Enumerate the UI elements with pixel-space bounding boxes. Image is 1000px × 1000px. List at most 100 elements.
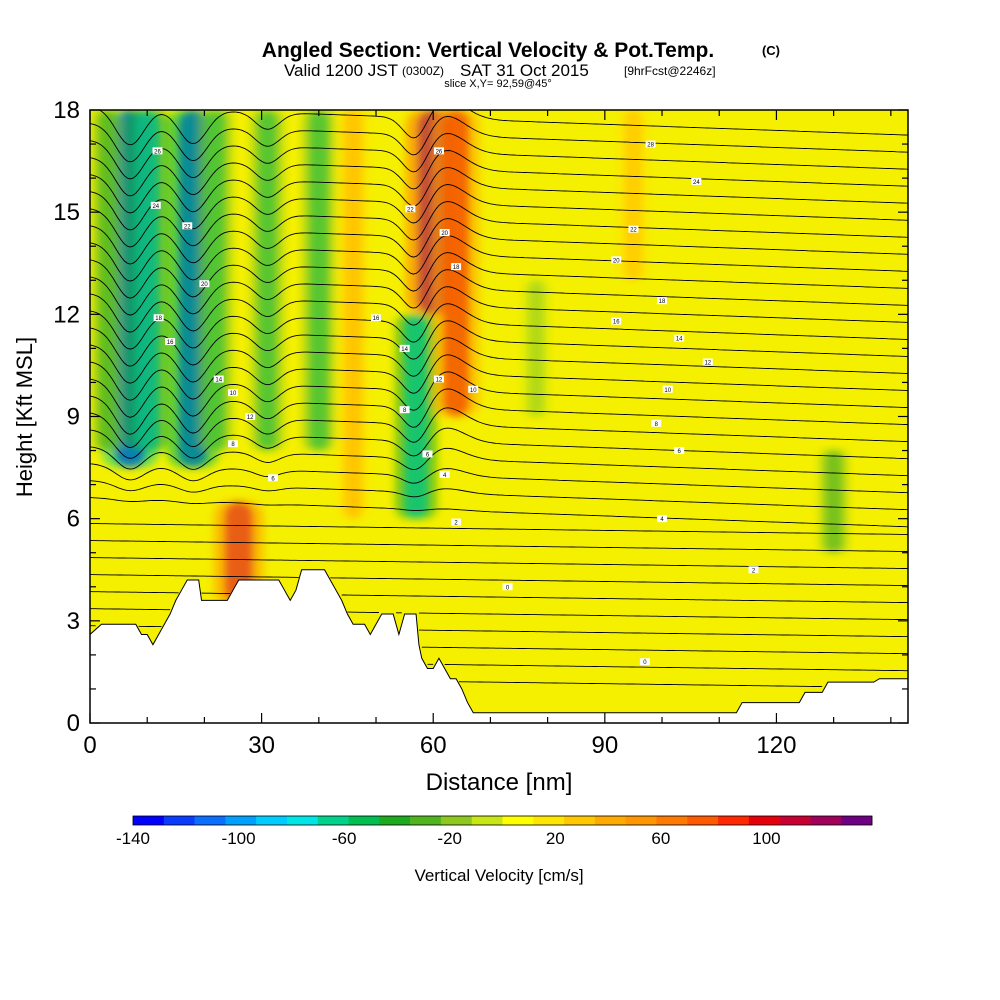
theta-contour [90, 427, 908, 460]
chart-subtitle: Valid 1200 JST (0300Z) SAT 31 Oct 2015 [… [284, 61, 716, 80]
contour-label: 10 [468, 385, 479, 394]
contour-label: 16 [165, 338, 176, 346]
x-tick-label: 60 [420, 732, 447, 759]
colorbar-label: Vertical Velocity [cm/s] [414, 866, 583, 885]
colorbar-swatch [810, 816, 842, 825]
contour-label: 20 [439, 229, 450, 237]
colorbar-swatch [163, 816, 195, 825]
svg-text:10: 10 [470, 388, 477, 394]
colorbar-swatch [286, 816, 319, 825]
contour-label: 14 [399, 344, 410, 353]
theta-contour [90, 625, 908, 638]
theta-contour [90, 446, 908, 477]
svg-text:22: 22 [630, 228, 637, 234]
subtitle-date: SAT 31 Oct 2015 [460, 61, 589, 80]
velocity-cell-halo [617, 110, 650, 281]
svg-text:10: 10 [664, 388, 671, 394]
colorbar-swatch [410, 816, 442, 825]
colorbar-swatch [502, 816, 534, 825]
contour-label: 10 [228, 389, 239, 397]
x-tick-label: 90 [591, 732, 618, 759]
theta-contour [90, 540, 908, 552]
colorbar-frame [132, 815, 873, 826]
svg-text:2: 2 [752, 568, 756, 574]
theta-contour [427, 663, 908, 672]
x-tick-label: 120 [756, 732, 796, 759]
svg-text:8: 8 [655, 422, 659, 428]
colorbar-swatch [348, 816, 380, 825]
svg-text:4: 4 [443, 473, 447, 479]
velocity-cell-halo [250, 110, 285, 451]
svg-text:28: 28 [647, 143, 654, 149]
theta-contour [458, 681, 823, 688]
colorbar-tick-label: -60 [332, 829, 357, 848]
y-tick-label: 12 [53, 301, 80, 328]
theta-contour [90, 167, 908, 214]
svg-text:12: 12 [704, 361, 711, 367]
y-tick-label: 15 [53, 199, 80, 226]
contour-label: 20 [199, 280, 210, 288]
svg-text:24: 24 [152, 204, 159, 210]
theta-contour [90, 523, 908, 535]
svg-text:14: 14 [676, 337, 683, 343]
colorbar-swatch [779, 816, 811, 825]
svg-text:18: 18 [453, 265, 460, 271]
theta-contour [90, 497, 908, 528]
contour-label: 2 [451, 518, 462, 527]
velocity-cell-halo [213, 501, 264, 604]
x-tick-label: 30 [248, 732, 275, 759]
colorbar-swatch [564, 816, 596, 825]
theta-contour [90, 133, 908, 180]
svg-text:24: 24 [693, 180, 700, 186]
colorbar-swatch [533, 816, 565, 825]
colorbar-tick-label: -140 [116, 829, 150, 848]
svg-text:14: 14 [215, 378, 222, 384]
theta-contour [90, 463, 908, 494]
velocity-cell-halo [335, 110, 371, 519]
colorbar-swatch [225, 816, 257, 825]
svg-text:0: 0 [506, 585, 510, 591]
theta-contour [90, 303, 908, 350]
theta-contour [90, 337, 908, 384]
contour-label: 22 [182, 222, 193, 230]
chart-title: Angled Section: Vertical Velocity & Pot.… [262, 39, 714, 62]
theta-contour [98, 110, 908, 146]
theta-contour [90, 480, 908, 511]
contour-label: 14 [674, 334, 685, 343]
slice-label: slice X,Y= 92,59@45° [444, 78, 552, 90]
svg-text:16: 16 [613, 320, 620, 326]
theta-contour [90, 286, 908, 333]
contour-label: 2 [748, 566, 759, 574]
theta-contour [90, 235, 908, 282]
contour-label: 18 [657, 297, 668, 305]
contour-label: 6 [422, 450, 433, 458]
svg-text:20: 20 [613, 258, 620, 264]
contour-label: 28 [645, 140, 656, 149]
colorbar-swatch [317, 816, 349, 825]
svg-text:22: 22 [184, 224, 191, 230]
svg-text:8: 8 [403, 408, 407, 414]
contour-label: 14 [213, 375, 224, 384]
subtitle-forecast: [9hrFcst@2246z] [624, 64, 716, 78]
theta-contour [90, 201, 908, 248]
contour-label: 12 [433, 375, 444, 384]
contour-label: 6 [674, 447, 685, 455]
colorbar-swatch [194, 816, 226, 825]
svg-text:16: 16 [373, 316, 380, 322]
colorbar-swatch [687, 816, 719, 825]
svg-text:14: 14 [401, 347, 408, 353]
y-tick-label: 18 [53, 97, 80, 124]
contour-label: 24 [691, 178, 702, 186]
contour-label: 8 [399, 406, 410, 414]
contour-label: 26 [152, 147, 163, 155]
colorbar: -140 -100 -60 -20 20 60 100 [116, 815, 873, 848]
subtitle-utc: (0300Z) [402, 64, 444, 78]
theta-contour [90, 184, 908, 231]
contour-label: 18 [451, 263, 462, 271]
svg-text:4: 4 [660, 517, 664, 523]
theta-contour [90, 150, 908, 197]
contour-label: 4 [657, 515, 668, 523]
velocity-cell-halo [91, 110, 124, 451]
svg-text:12: 12 [436, 378, 443, 384]
contour-label: 8 [228, 440, 239, 448]
